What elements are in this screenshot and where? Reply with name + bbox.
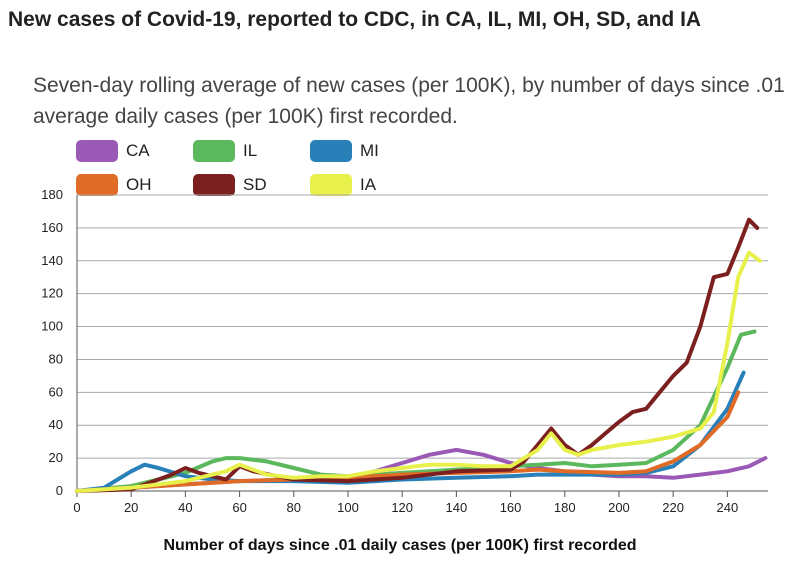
y-tick-label: 20	[49, 450, 63, 465]
x-tick-label: 220	[662, 500, 684, 515]
x-axis: 0 20 40 60 80 100 120 140 160 180 200 220 240	[73, 491, 738, 515]
series-lines	[75, 217, 768, 493]
y-tick-label: 140	[41, 253, 63, 268]
y-tick-label: 80	[49, 351, 63, 366]
y-tick-label: 180	[41, 187, 63, 202]
series-line-sd	[75, 217, 760, 493]
legend-swatch	[310, 140, 352, 162]
x-tick-label: 60	[232, 500, 246, 515]
y-tick-label: 100	[41, 319, 63, 334]
y-tick-label: 120	[41, 286, 63, 301]
y-tick-label: 40	[49, 417, 63, 432]
y-axis: 0 20 40 60 80 100 120 140 160 180	[41, 187, 78, 498]
legend: CA IL MI OH SD IA	[76, 140, 436, 200]
legend-label: MI	[360, 141, 379, 160]
legend-label: CA	[126, 141, 150, 160]
x-tick-label: 180	[554, 500, 576, 515]
legend-swatch	[193, 174, 235, 196]
x-tick-label: 0	[73, 500, 80, 515]
x-tick-label: 40	[178, 500, 192, 515]
chart-subtitle: Seven-day rolling average of new cases (…	[33, 74, 785, 128]
y-tick-label: 0	[56, 483, 63, 498]
x-tick-label: 240	[717, 500, 739, 515]
x-axis-label: Number of days since .01 daily cases (pe…	[163, 537, 637, 554]
legend-label: IA	[360, 175, 377, 194]
series-line-il	[75, 329, 757, 493]
legend-swatch	[76, 174, 118, 196]
x-tick-label: 120	[391, 500, 413, 515]
x-tick-label: 20	[124, 500, 138, 515]
legend-swatch	[310, 174, 352, 196]
grid-lines	[77, 194, 768, 492]
legend-swatch	[76, 140, 118, 162]
y-tick-label: 60	[49, 384, 63, 399]
series-line-ia	[75, 250, 762, 493]
x-tick-label: 160	[500, 500, 522, 515]
legend-label: OH	[126, 175, 152, 194]
legend-swatch	[193, 140, 235, 162]
line-chart: 0 20 40 60 80 100 120 140 160 180 0 20 40 60 80 100 120…	[41, 187, 768, 515]
chart-title: New cases of Covid-19, reported to CDC, …	[8, 8, 702, 31]
x-tick-label: 140	[446, 500, 468, 515]
legend-label: IL	[243, 141, 258, 160]
x-tick-label: 100	[337, 500, 359, 515]
y-tick-label: 160	[41, 220, 63, 235]
x-tick-label: 200	[608, 500, 630, 515]
legend-label: SD	[243, 175, 267, 194]
x-tick-label: 80	[287, 500, 301, 515]
